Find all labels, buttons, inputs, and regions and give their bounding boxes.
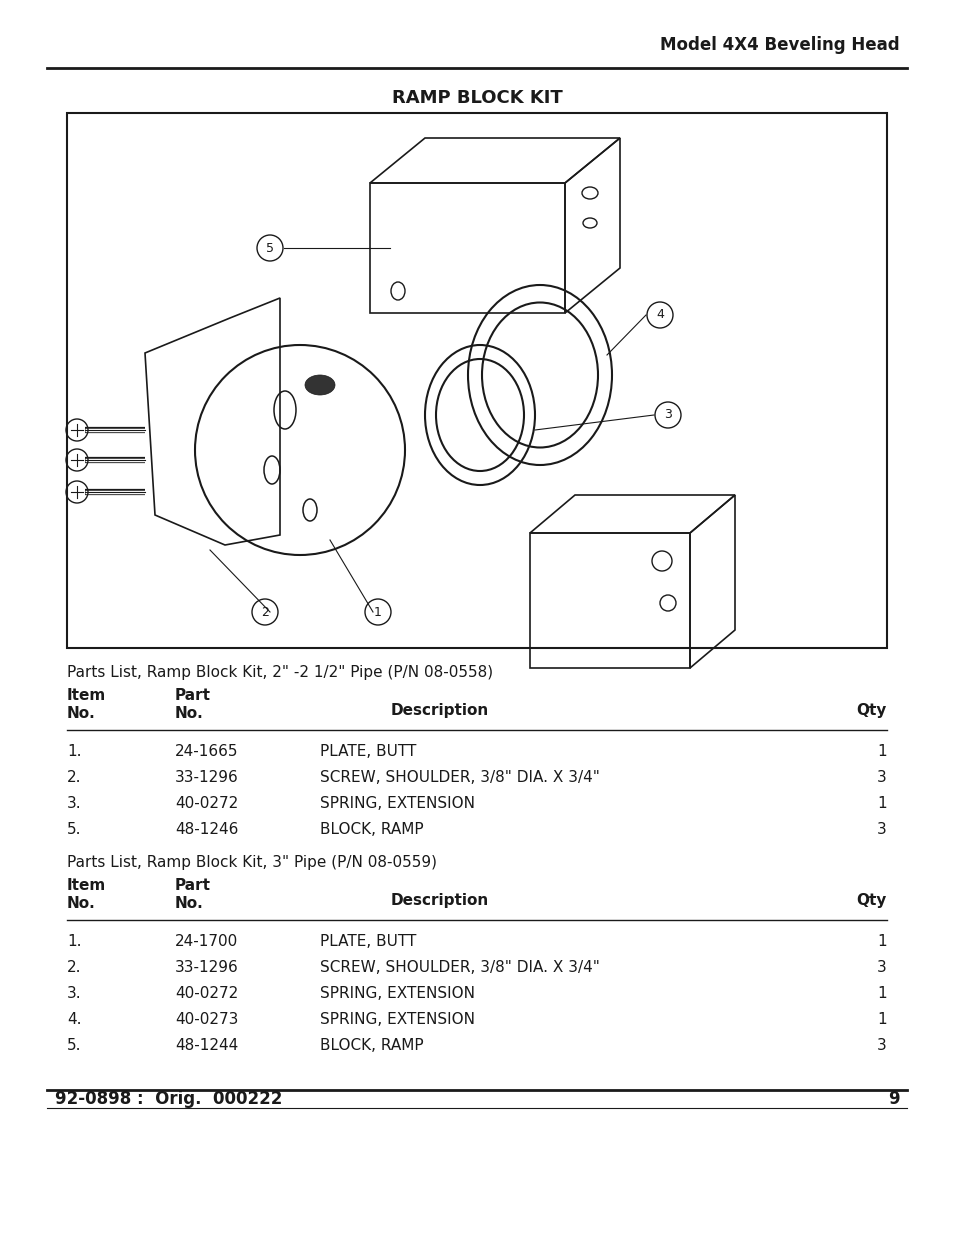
Text: 1: 1 bbox=[877, 745, 886, 760]
Text: Qty: Qty bbox=[856, 704, 886, 719]
Text: No.: No. bbox=[67, 705, 95, 720]
Text: Item: Item bbox=[67, 878, 106, 893]
Text: 1: 1 bbox=[877, 935, 886, 950]
Text: 3.: 3. bbox=[67, 797, 82, 811]
Text: Qty: Qty bbox=[856, 893, 886, 909]
Text: No.: No. bbox=[174, 705, 204, 720]
Text: 3.: 3. bbox=[67, 987, 82, 1002]
Text: 2.: 2. bbox=[67, 771, 81, 785]
Text: 33-1296: 33-1296 bbox=[174, 961, 238, 976]
Text: 1: 1 bbox=[877, 797, 886, 811]
Text: 3: 3 bbox=[877, 1039, 886, 1053]
Text: Parts List, Ramp Block Kit, 2" -2 1/2" Pipe (P/N 08-0558): Parts List, Ramp Block Kit, 2" -2 1/2" P… bbox=[67, 664, 493, 679]
Text: Description: Description bbox=[391, 704, 489, 719]
Text: Parts List, Ramp Block Kit, 3" Pipe (P/N 08-0559): Parts List, Ramp Block Kit, 3" Pipe (P/N… bbox=[67, 855, 436, 869]
Text: 3: 3 bbox=[877, 771, 886, 785]
Text: 1.: 1. bbox=[67, 745, 81, 760]
Text: 1: 1 bbox=[374, 605, 381, 619]
Text: 9: 9 bbox=[887, 1091, 899, 1108]
Text: 5: 5 bbox=[266, 242, 274, 254]
Text: 24-1665: 24-1665 bbox=[174, 745, 238, 760]
Text: 1: 1 bbox=[877, 987, 886, 1002]
Text: No.: No. bbox=[174, 895, 204, 910]
Text: 33-1296: 33-1296 bbox=[174, 771, 238, 785]
Text: SCREW, SHOULDER, 3/8" DIA. X 3/4": SCREW, SHOULDER, 3/8" DIA. X 3/4" bbox=[319, 961, 599, 976]
Text: 1: 1 bbox=[877, 1013, 886, 1028]
Text: 2: 2 bbox=[261, 605, 269, 619]
Text: 4: 4 bbox=[656, 309, 663, 321]
Text: BLOCK, RAMP: BLOCK, RAMP bbox=[319, 1039, 423, 1053]
Text: Part: Part bbox=[174, 878, 211, 893]
Text: 4.: 4. bbox=[67, 1013, 81, 1028]
Text: 3: 3 bbox=[877, 823, 886, 837]
Text: 40-0272: 40-0272 bbox=[174, 987, 238, 1002]
Text: 40-0272: 40-0272 bbox=[174, 797, 238, 811]
Text: 1.: 1. bbox=[67, 935, 81, 950]
Text: SCREW, SHOULDER, 3/8" DIA. X 3/4": SCREW, SHOULDER, 3/8" DIA. X 3/4" bbox=[319, 771, 599, 785]
Text: PLATE, BUTT: PLATE, BUTT bbox=[319, 935, 416, 950]
Text: PLATE, BUTT: PLATE, BUTT bbox=[319, 745, 416, 760]
Text: 3: 3 bbox=[663, 409, 671, 421]
Text: SPRING, EXTENSION: SPRING, EXTENSION bbox=[319, 1013, 475, 1028]
Text: Description: Description bbox=[391, 893, 489, 909]
Text: 3: 3 bbox=[877, 961, 886, 976]
Text: 40-0273: 40-0273 bbox=[174, 1013, 238, 1028]
Text: BLOCK, RAMP: BLOCK, RAMP bbox=[319, 823, 423, 837]
Text: 24-1700: 24-1700 bbox=[174, 935, 238, 950]
Text: 5.: 5. bbox=[67, 823, 81, 837]
Text: Part: Part bbox=[174, 688, 211, 704]
Text: SPRING, EXTENSION: SPRING, EXTENSION bbox=[319, 987, 475, 1002]
Text: Model 4X4 Beveling Head: Model 4X4 Beveling Head bbox=[659, 36, 899, 54]
Text: 92-0898 :  Orig.  000222: 92-0898 : Orig. 000222 bbox=[55, 1091, 282, 1108]
Text: 48-1246: 48-1246 bbox=[174, 823, 238, 837]
Text: 5.: 5. bbox=[67, 1039, 81, 1053]
Ellipse shape bbox=[305, 375, 335, 395]
Text: 48-1244: 48-1244 bbox=[174, 1039, 238, 1053]
Text: 2.: 2. bbox=[67, 961, 81, 976]
Bar bbox=[67, 112, 886, 648]
Text: Item: Item bbox=[67, 688, 106, 704]
Text: SPRING, EXTENSION: SPRING, EXTENSION bbox=[319, 797, 475, 811]
Text: RAMP BLOCK KIT: RAMP BLOCK KIT bbox=[392, 89, 561, 107]
Text: No.: No. bbox=[67, 895, 95, 910]
